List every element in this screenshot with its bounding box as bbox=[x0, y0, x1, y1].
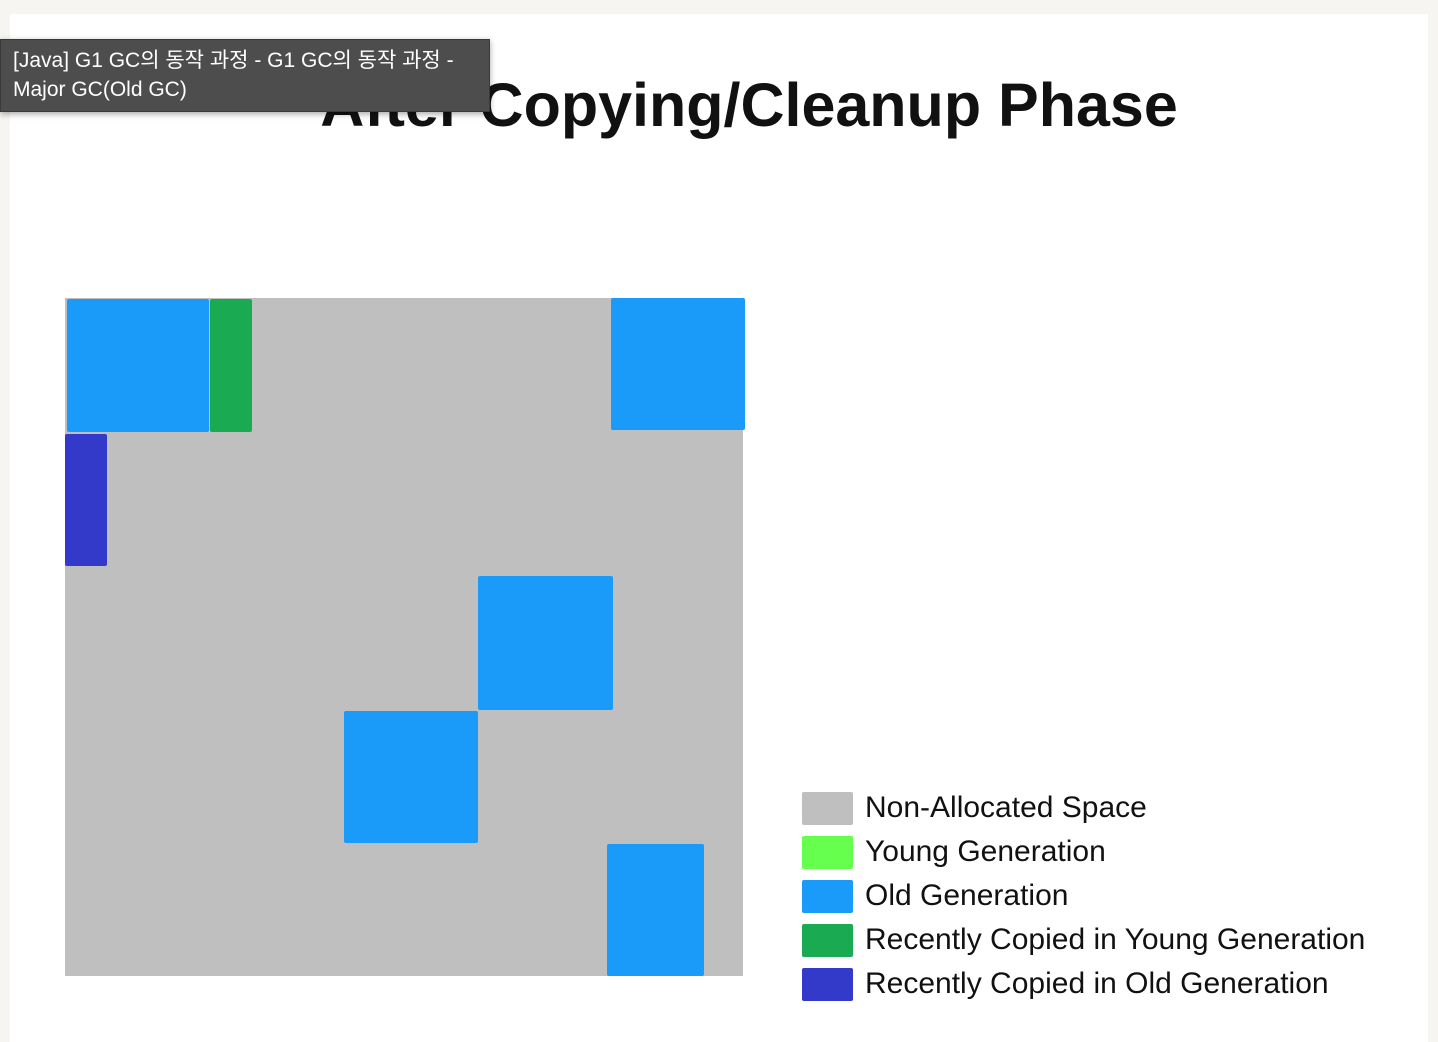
legend-item: Non-Allocated Space bbox=[802, 786, 1365, 830]
gray-swatch-icon bbox=[802, 791, 853, 825]
recently-copied-young-region bbox=[210, 299, 252, 432]
legend-label: Non-Allocated Space bbox=[865, 791, 1147, 824]
blue-swatch-icon bbox=[802, 879, 853, 913]
legend-label: Old Generation bbox=[865, 879, 1069, 912]
old-generation-region bbox=[344, 711, 478, 843]
heap-region-grid bbox=[65, 298, 745, 976]
legend-label: Young Generation bbox=[865, 835, 1106, 868]
old-generation-region bbox=[478, 576, 613, 710]
legend-label: Recently Copied in Old Generation bbox=[865, 967, 1329, 1000]
old-generation-region bbox=[607, 844, 704, 976]
legend-item: Recently Copied in Young Generation bbox=[802, 918, 1365, 962]
image-title-tooltip: [Java] G1 GC의 동작 과정 - G1 GC의 동작 과정 - Maj… bbox=[0, 39, 490, 112]
old-generation-region bbox=[67, 299, 209, 432]
legend-item: Young Generation bbox=[802, 830, 1365, 874]
tooltip-line: [Java] G1 GC의 동작 과정 - G1 GC의 동작 과정 - bbox=[13, 49, 454, 72]
old-generation-region bbox=[611, 298, 745, 430]
legend: Non-Allocated Space Young Generation Old… bbox=[802, 786, 1365, 1006]
tooltip-line: Major GC(Old GC) bbox=[13, 78, 187, 101]
recently-copied-old-region bbox=[65, 434, 107, 566]
legend-label: Recently Copied in Young Generation bbox=[865, 923, 1366, 956]
green-swatch-icon bbox=[802, 923, 853, 957]
light-green-swatch-icon bbox=[802, 835, 853, 869]
legend-item: Recently Copied in Old Generation bbox=[802, 962, 1365, 1006]
indigo-swatch-icon bbox=[802, 967, 853, 1001]
legend-item: Old Generation bbox=[802, 874, 1365, 918]
